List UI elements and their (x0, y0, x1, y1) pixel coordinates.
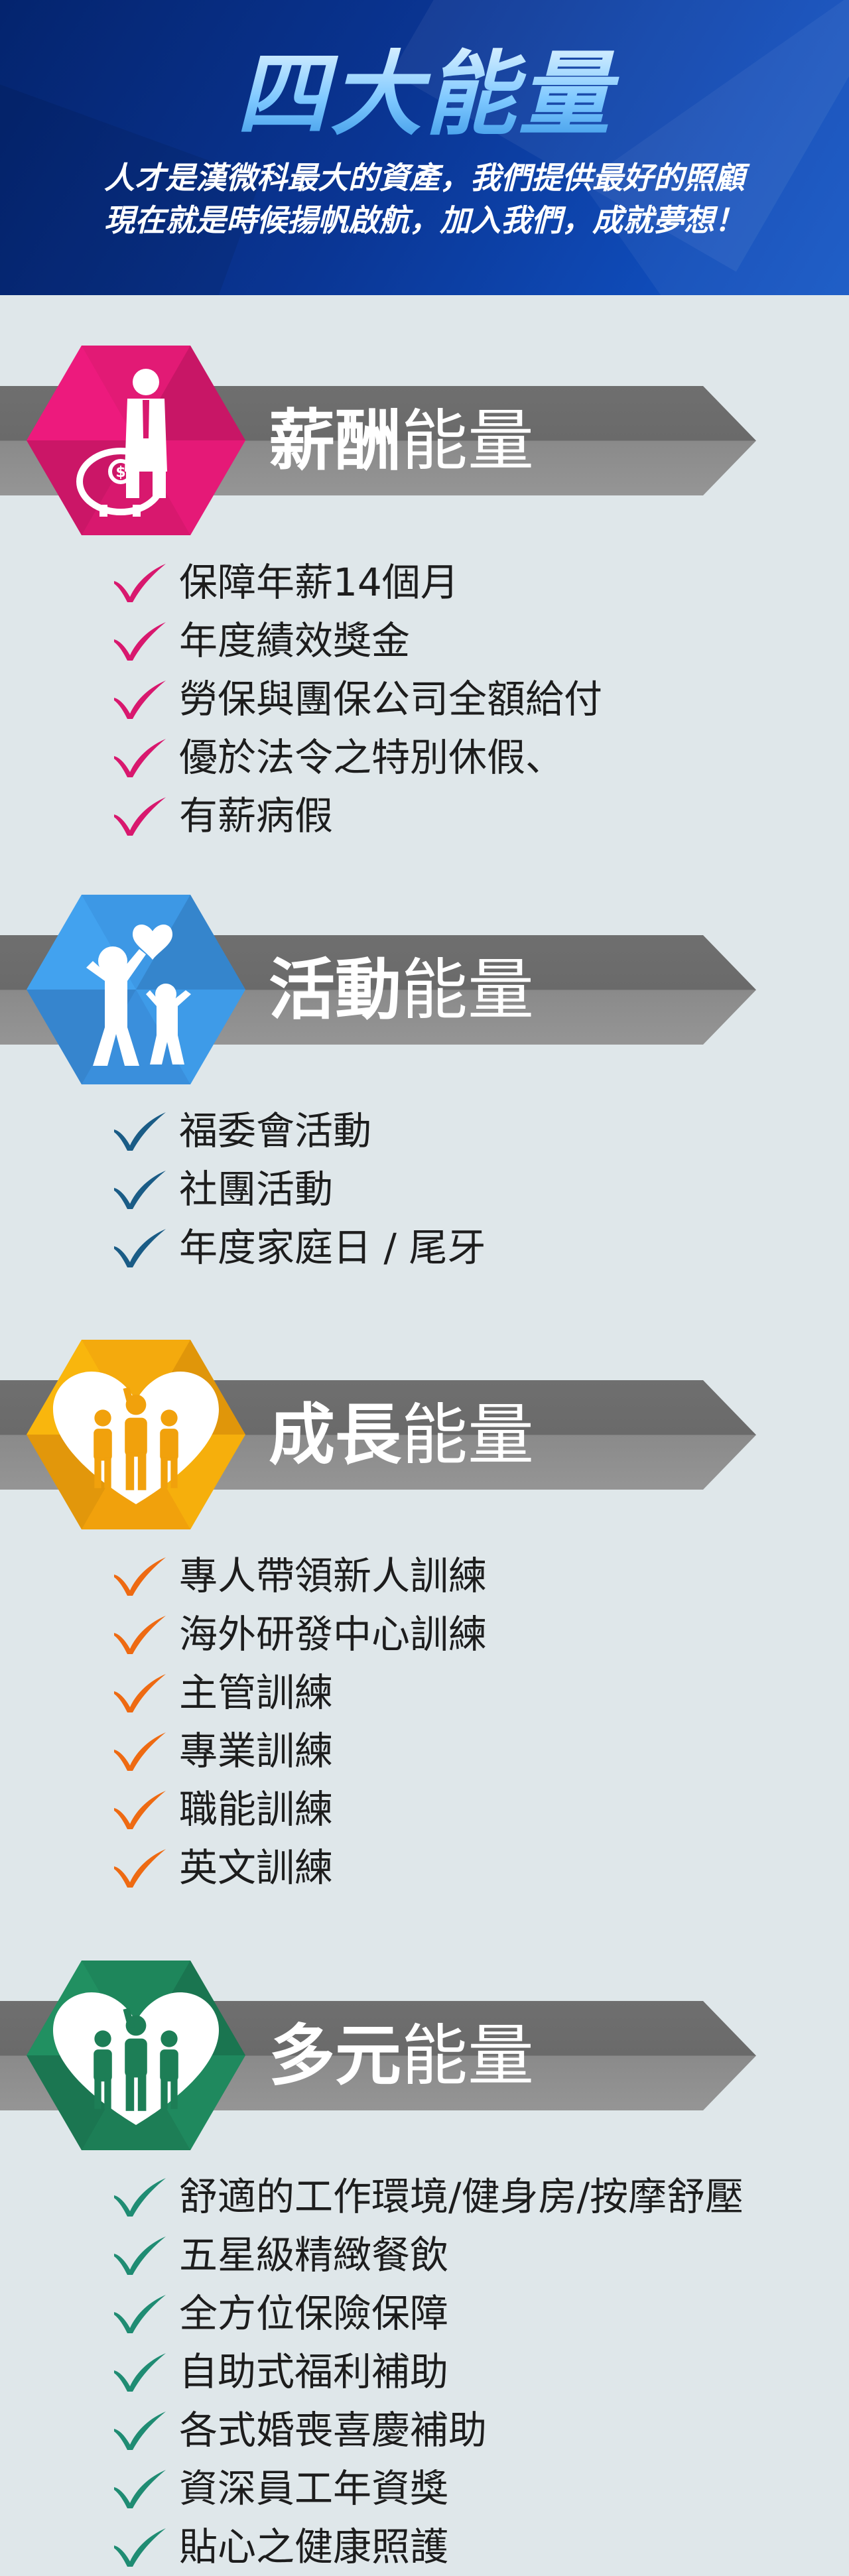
list-item-label: 專業訓練 (179, 1728, 334, 1773)
benefit-list: 保障年薪14個月 年度績效獎金勞保與團保公司全額給付 優於法令之特別休假、 有薪病假 (113, 553, 602, 845)
section-title-strong: 成長 (269, 1396, 401, 1474)
list-item: 社團活動 (113, 1160, 486, 1218)
list-item-label: 社團活動 (179, 1167, 334, 1212)
check-icon (114, 2528, 166, 2567)
check-icon (114, 2236, 166, 2275)
benefit-list: 專人帶領新人訓練 海外研發中心訓練 主管訓練專業訓練職能訓練英文訓練 (113, 1547, 487, 1897)
section-title: 多元能量 (269, 2001, 534, 2110)
check-icon (114, 1674, 166, 1712)
list-item-label: 各式婚喪喜慶補助 (179, 2408, 488, 2453)
check-icon (114, 1112, 166, 1151)
list-item: 資深員工年資獎 (113, 2459, 744, 2518)
benefit-list: 舒適的工作環境/健身房/按摩舒壓 五星級精緻餐飲 全方位保險保障 自助式福利補助 各式婚… (113, 2167, 744, 2576)
check-icon (114, 1229, 166, 1267)
check-icon (114, 1616, 166, 1654)
section-title-strong: 活動 (269, 951, 401, 1029)
list-item-label: 職能訓練 (179, 1787, 334, 1832)
list-item: 貼心之健康照護 (113, 2518, 744, 2576)
list-item: 各式婚喪喜慶補助 (113, 2401, 744, 2459)
list-item: 優於法令之特別休假、 (113, 728, 602, 787)
check-icon (114, 2470, 166, 2508)
list-item-label: 主管訓練 (179, 1670, 334, 1715)
check-icon (114, 1732, 166, 1771)
svg-text:$: $ (115, 464, 125, 481)
list-item: 全方位保險保障 (113, 2284, 744, 2343)
list-item: 年度家庭日 / 尾牙 (113, 1218, 486, 1277)
check-icon (114, 2178, 166, 2217)
list-item-label: 五星級精緻餐飲 (179, 2232, 449, 2278)
check-icon (114, 2412, 166, 2450)
list-item: 英文訓練 (113, 1838, 487, 1897)
header-subtitle-line-2: 現在就是時候揚帆啟航，加入我們，成就夢想！ (104, 202, 745, 238)
list-item-label: 舒適的工作環境/健身房/按摩舒壓 (179, 2174, 744, 2219)
list-item: 勞保與團保公司全額給付 (113, 670, 602, 728)
list-item-label: 有薪病假 (179, 793, 334, 838)
list-item-label: 英文訓練 (179, 1845, 334, 1890)
list-item-label: 勞保與團保公司全額給付 (179, 676, 603, 722)
family-activity-icon (27, 895, 245, 1084)
list-item-label: 貼心之健康照護 (179, 2524, 449, 2569)
check-icon (114, 1791, 166, 1829)
section-title-strong: 多元 (269, 2017, 401, 2094)
list-item-label: 年度績效獎金 (179, 618, 411, 663)
list-item: 保障年薪14個月 (113, 553, 602, 612)
list-item: 自助式福利補助 (113, 2343, 744, 2401)
check-icon (114, 2295, 166, 2333)
check-icon (114, 1171, 166, 1209)
list-item: 五星級精緻餐飲 (113, 2226, 744, 2284)
list-item-label: 自助式福利補助 (179, 2349, 449, 2394)
list-item-label: 全方位保險保障 (179, 2291, 449, 2336)
list-item-label: 專人帶領新人訓練 (179, 1553, 488, 1598)
list-item: 主管訓練 (113, 1663, 487, 1722)
list-item: 福委會活動 (113, 1102, 486, 1160)
section-title-light: 能量 (401, 2017, 534, 2094)
team-growth-icon (27, 1340, 245, 1529)
section-title: 成長能量 (269, 1380, 534, 1490)
check-icon (114, 680, 166, 719)
salary-piggybank-icon: $ (27, 346, 245, 535)
list-item: 專業訓練 (113, 1722, 487, 1780)
section-title: 活動能量 (269, 935, 534, 1045)
check-icon (114, 797, 166, 836)
list-item: 專人帶領新人訓練 (113, 1547, 487, 1605)
header-banner: 四大能量 人才是漢微科最大的資產，我們提供最好的照顧 現在就是時候揚帆啟航，加入… (0, 0, 849, 295)
list-item: 年度績效獎金 (113, 612, 602, 670)
section-title-light: 能量 (401, 1396, 534, 1474)
list-item-label: 年度家庭日 / 尾牙 (179, 1225, 486, 1270)
section-title-strong: 薪酬 (269, 402, 401, 480)
benefit-list: 福委會活動社團活動年度家庭日 / 尾牙 (113, 1102, 486, 1277)
team-diversity-icon (27, 1961, 245, 2150)
section-title: 薪酬能量 (269, 386, 534, 495)
check-icon (114, 564, 166, 602)
list-item-label: 保障年薪14個月 (179, 560, 459, 605)
list-item: 職能訓練 (113, 1780, 487, 1838)
list-item-label: 福委會活動 (179, 1108, 372, 1153)
list-item: 有薪病假 (113, 787, 602, 845)
check-icon (114, 622, 166, 661)
check-icon (114, 739, 166, 777)
check-icon (114, 1849, 166, 1888)
list-item-label: 海外研發中心訓練 (179, 1612, 488, 1657)
section-title-light: 能量 (401, 402, 534, 480)
section-title-light: 能量 (401, 951, 534, 1029)
list-item: 舒適的工作環境/健身房/按摩舒壓 (113, 2167, 744, 2226)
list-item-label: 資深員工年資獎 (179, 2466, 449, 2511)
check-icon (114, 2353, 166, 2392)
header-subtitle-line-1: 人才是漢微科最大的資產，我們提供最好的照顧 (104, 160, 745, 196)
check-icon (114, 1557, 166, 1596)
page-title: 四大能量 (0, 45, 849, 145)
list-item: 海外研發中心訓練 (113, 1605, 487, 1663)
list-item-label: 優於法令之特別休假、 (179, 735, 564, 780)
